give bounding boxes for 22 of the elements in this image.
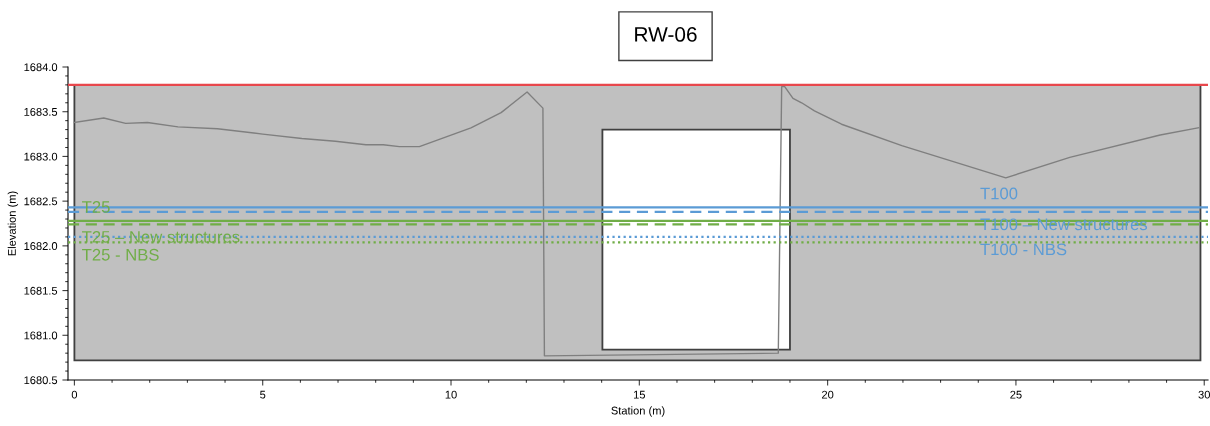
y-tick-label: 1684.0 <box>24 63 58 72</box>
ref-line-label: T100 - NBS <box>980 243 1067 256</box>
ref-line-label: T25 - NBS <box>82 248 159 261</box>
x-tick-label: 0 <box>71 390 78 399</box>
x-tick-label: 5 <box>260 390 266 399</box>
ref-line-label: T25 – New structures <box>82 230 240 243</box>
y-tick-label: 1682.5 <box>24 197 58 206</box>
y-tick-label: 1682.0 <box>24 242 58 250</box>
y-tick-label: 1681.5 <box>24 286 58 295</box>
x-tick-label: 20 <box>822 390 834 399</box>
chart-title: RW-06 <box>635 27 697 42</box>
y-tick-label: 1683.0 <box>24 152 58 161</box>
ref-line-label: T100 <box>980 187 1018 200</box>
y-tick-label: 1681.0 <box>24 331 58 340</box>
x-tick-label: 30 <box>1198 390 1210 399</box>
y-tick-label: 1680.5 <box>24 376 58 385</box>
x-tick-label: 25 <box>1010 390 1022 399</box>
y-axis-title: Elevation (m) <box>7 191 19 256</box>
y-tick-label: 1683.5 <box>24 107 58 116</box>
x-tick-label: 15 <box>633 390 646 399</box>
x-axis-title: Station (m) <box>611 406 665 417</box>
x-tick-label: 10 <box>445 390 457 399</box>
